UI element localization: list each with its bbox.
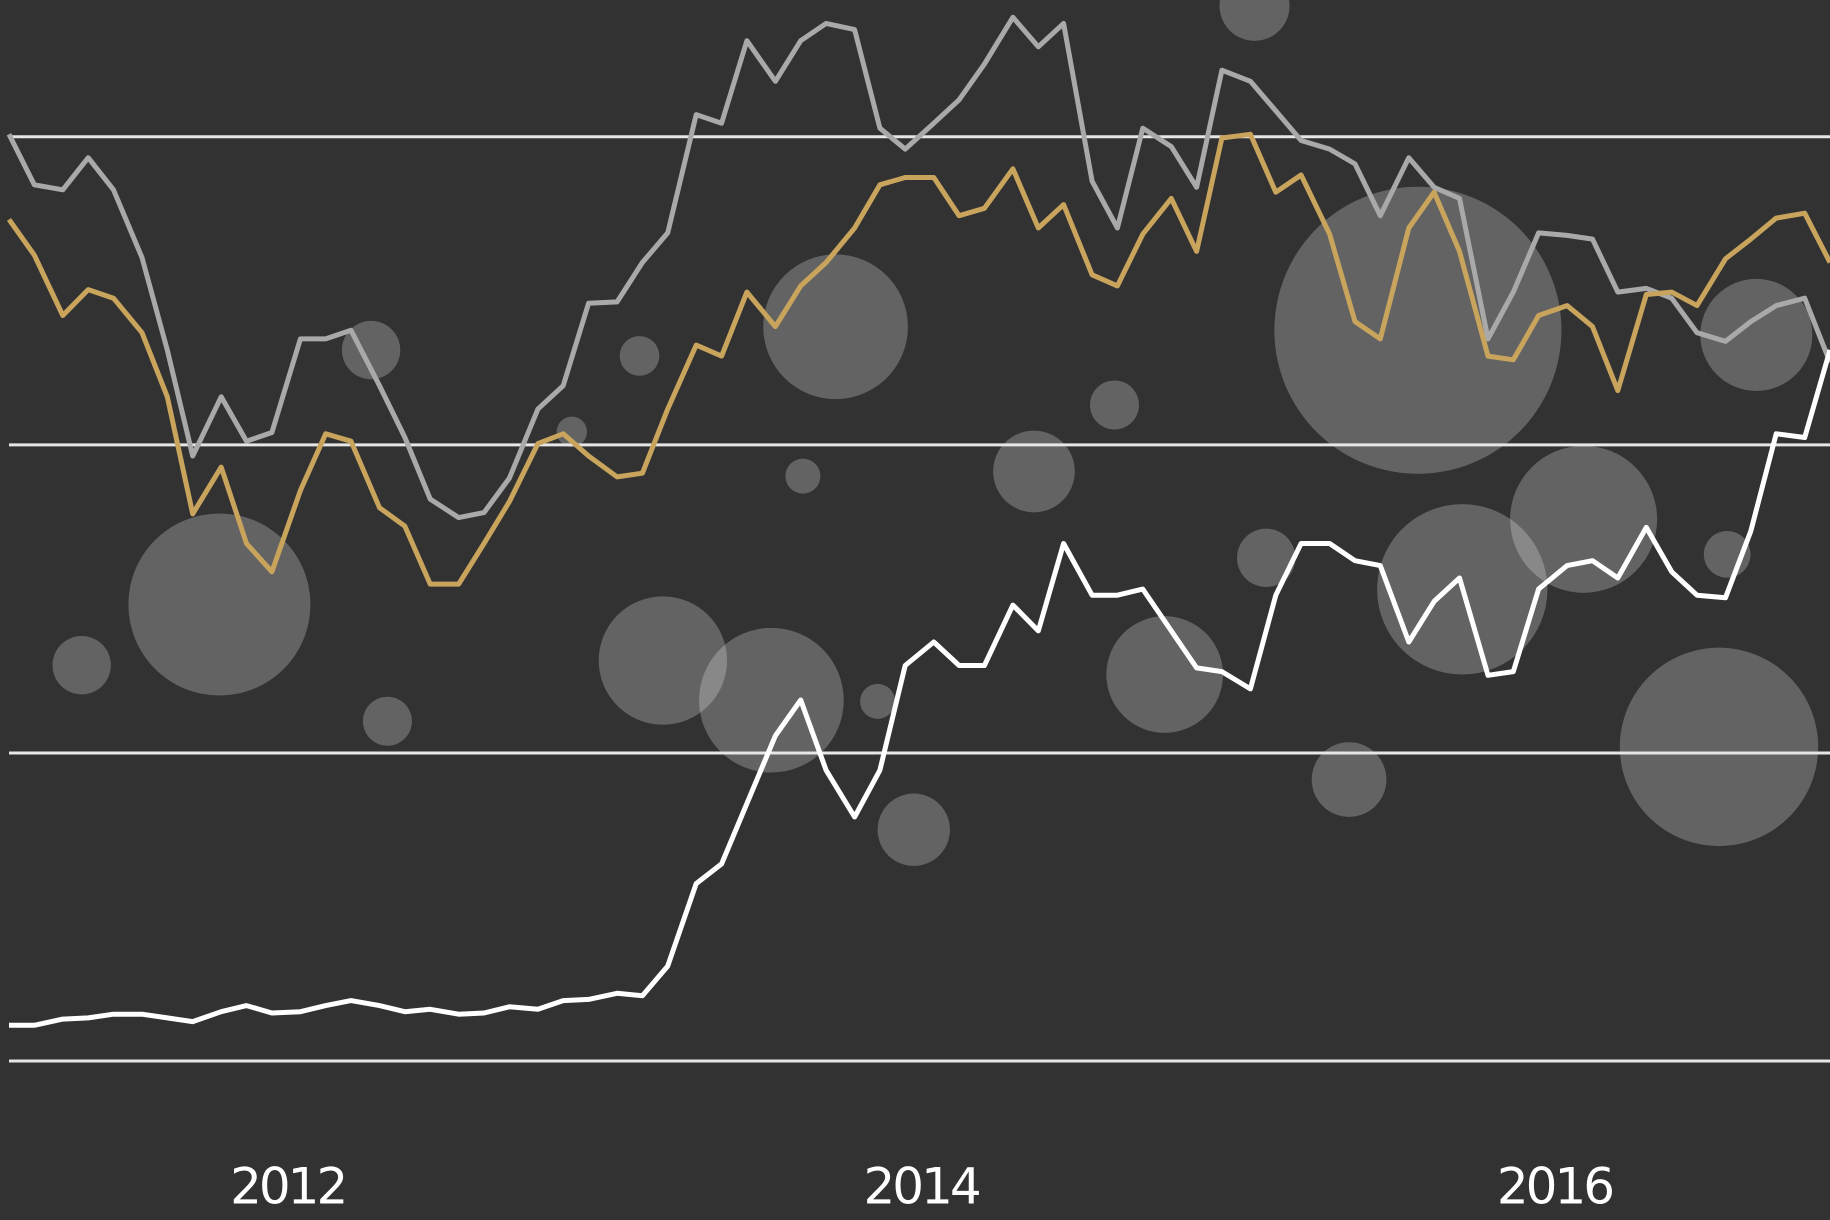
x-tick-label: 2016 bbox=[1497, 1158, 1612, 1216]
chart: 2012 2014 2016 bbox=[0, 0, 1830, 1220]
bubble bbox=[620, 336, 660, 376]
bubble bbox=[1274, 187, 1561, 474]
bubble bbox=[363, 697, 412, 746]
bubble bbox=[1106, 616, 1223, 733]
bubble bbox=[785, 459, 820, 494]
bubble bbox=[860, 684, 895, 719]
bubble bbox=[1220, 0, 1290, 41]
bubble bbox=[763, 254, 908, 399]
x-tick-label: 2012 bbox=[230, 1158, 345, 1216]
page: {"chart_data": { "type": "line", "x": [2… bbox=[0, 0, 1830, 1220]
x-tick-label: 2014 bbox=[863, 1158, 978, 1216]
bubble bbox=[878, 794, 950, 866]
series-line bbox=[9, 17, 1830, 517]
bubble bbox=[993, 431, 1075, 513]
decoration bbox=[53, 0, 1819, 866]
bubble bbox=[1090, 380, 1139, 429]
bubble bbox=[53, 636, 111, 694]
bubble bbox=[1620, 648, 1818, 846]
bubble bbox=[1510, 446, 1657, 593]
bubble bbox=[1700, 279, 1812, 391]
